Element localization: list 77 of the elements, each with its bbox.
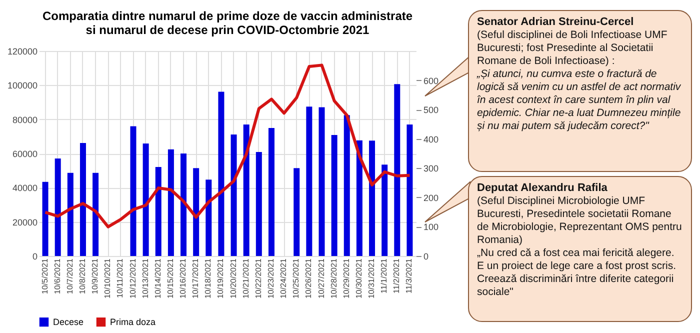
bar [67, 172, 74, 256]
bar [155, 166, 162, 256]
y-tick-label: 20000 [12, 217, 38, 228]
x-tick-label: 10/15/2021 [166, 258, 175, 299]
bar [318, 107, 325, 256]
bar [344, 115, 350, 256]
bar [268, 128, 274, 256]
y-tick-label: 100000 [7, 80, 38, 91]
bar [180, 154, 187, 256]
x-tick-label: 10/8/2021 [78, 258, 87, 294]
bar [168, 149, 174, 256]
bar [356, 140, 362, 256]
legend-label: Decese [53, 317, 84, 328]
x-tick-label: 10/14/2021 [153, 258, 162, 299]
speech-bubble: Senator Adrian Streinu-Cercel (Seful disciplinei de Boli Infectioase UMF Bucuresti; fost Presedinte al Societatii Romane de Boli Infectioase) : „Și atunci, nu cumva este o fractură de logică să venim cu un astfel de act normativ în acest context în care suntem în plin val epidemic. Chiar ne-a luat Dumnezeu mințile și nu mai putem să judecăm corect?" [468, 10, 692, 172]
y-tick-label: 60000 [12, 149, 38, 159]
x-tick-label: 10/6/2021 [52, 258, 62, 294]
bar [218, 92, 224, 256]
speech-bubble: Deputat Alexandru Rafila (Seful Disciplinei Microbiologie UMF Bucuresti, Presedintele societatii Romane de Microbiologie, Reprezentant OMS pentru Romania) „Nu cred că a fost cea mai fericită alegere. E un proiect de lege care a fost prost scris. Creează discriminări între diferite categorii sociale" [468, 176, 692, 322]
y-tick-label: 120000 [7, 46, 38, 56]
x-tick-label: 10/27/2021 [316, 258, 326, 299]
x-tick-label: 10/24/2021 [279, 258, 288, 299]
bar [92, 172, 99, 256]
bar [230, 134, 237, 256]
bar [142, 144, 149, 256]
y2-tick-label: 0 [424, 252, 429, 262]
bar [294, 168, 300, 256]
bar [369, 140, 376, 256]
y-tick-label: 0 [32, 252, 38, 262]
x-tick-label: 10/20/2021 [228, 258, 238, 299]
x-tick-label: 10/18/2021 [204, 258, 213, 299]
x-tick-label: 11/3/2021 [404, 258, 414, 294]
x-tick-label: 10/19/2021 [216, 258, 226, 299]
legend-label: Prima doza [110, 317, 156, 328]
x-tick-label: 10/31/2021 [367, 258, 376, 299]
y2-tick-label: 500 [424, 105, 439, 116]
x-tick-label: 10/16/2021 [178, 258, 188, 299]
x-tick-label: 10/7/2021 [65, 258, 74, 294]
x-tick-label: 10/12/2021 [128, 258, 138, 299]
bar [42, 182, 48, 256]
y2-tick-label: 400 [424, 134, 439, 144]
y-tick-label: 80000 [12, 114, 38, 125]
x-tick-label: 10/26/2021 [304, 258, 314, 299]
x-tick-label: 10/22/2021 [254, 258, 263, 299]
bar [331, 135, 338, 256]
x-tick-label: 10/11/2021 [116, 258, 125, 298]
bar [256, 152, 262, 256]
bar [382, 164, 388, 256]
bar [406, 124, 413, 256]
chart-title: Comparatia dintre numarul de prime doze de vaccin administrate si numarul de decese prin COVID-Octombrie 2021 [42, 9, 413, 37]
y2-tick-label: 100 [424, 222, 439, 232]
x-tick-label: 10/10/2021 [103, 258, 112, 299]
x-tick-label: 10/9/2021 [90, 258, 100, 294]
x-tick-label: 10/29/2021 [342, 258, 351, 299]
x-tick-label: 10/30/2021 [354, 258, 364, 299]
bar [206, 180, 212, 256]
bar [243, 124, 250, 256]
y-tick-label: 40000 [12, 183, 38, 194]
x-tick-label: 10/21/2021 [241, 258, 250, 299]
bar [394, 84, 400, 256]
x-tick-label: 10/28/2021 [329, 258, 338, 299]
bar [130, 126, 136, 256]
y2-tick-label: 200 [424, 192, 439, 203]
x-tick-label: 10/13/2021 [140, 258, 150, 299]
bar [54, 158, 61, 256]
bar [193, 168, 200, 256]
x-tick-label: 10/17/2021 [191, 258, 200, 299]
x-tick-label: 11/2/2021 [392, 258, 402, 294]
y2-tick-label: 300 [424, 164, 439, 174]
x-tick-label: 10/5/2021 [40, 258, 50, 294]
x-tick-label: 11/1/2021 [380, 258, 389, 294]
bar [80, 142, 86, 256]
y2-tick-label: 600 [424, 76, 439, 86]
line-series [44, 64, 412, 228]
bar [306, 106, 312, 256]
x-tick-label: 10/25/2021 [292, 258, 301, 299]
x-tick-label: 10/23/2021 [266, 258, 276, 299]
